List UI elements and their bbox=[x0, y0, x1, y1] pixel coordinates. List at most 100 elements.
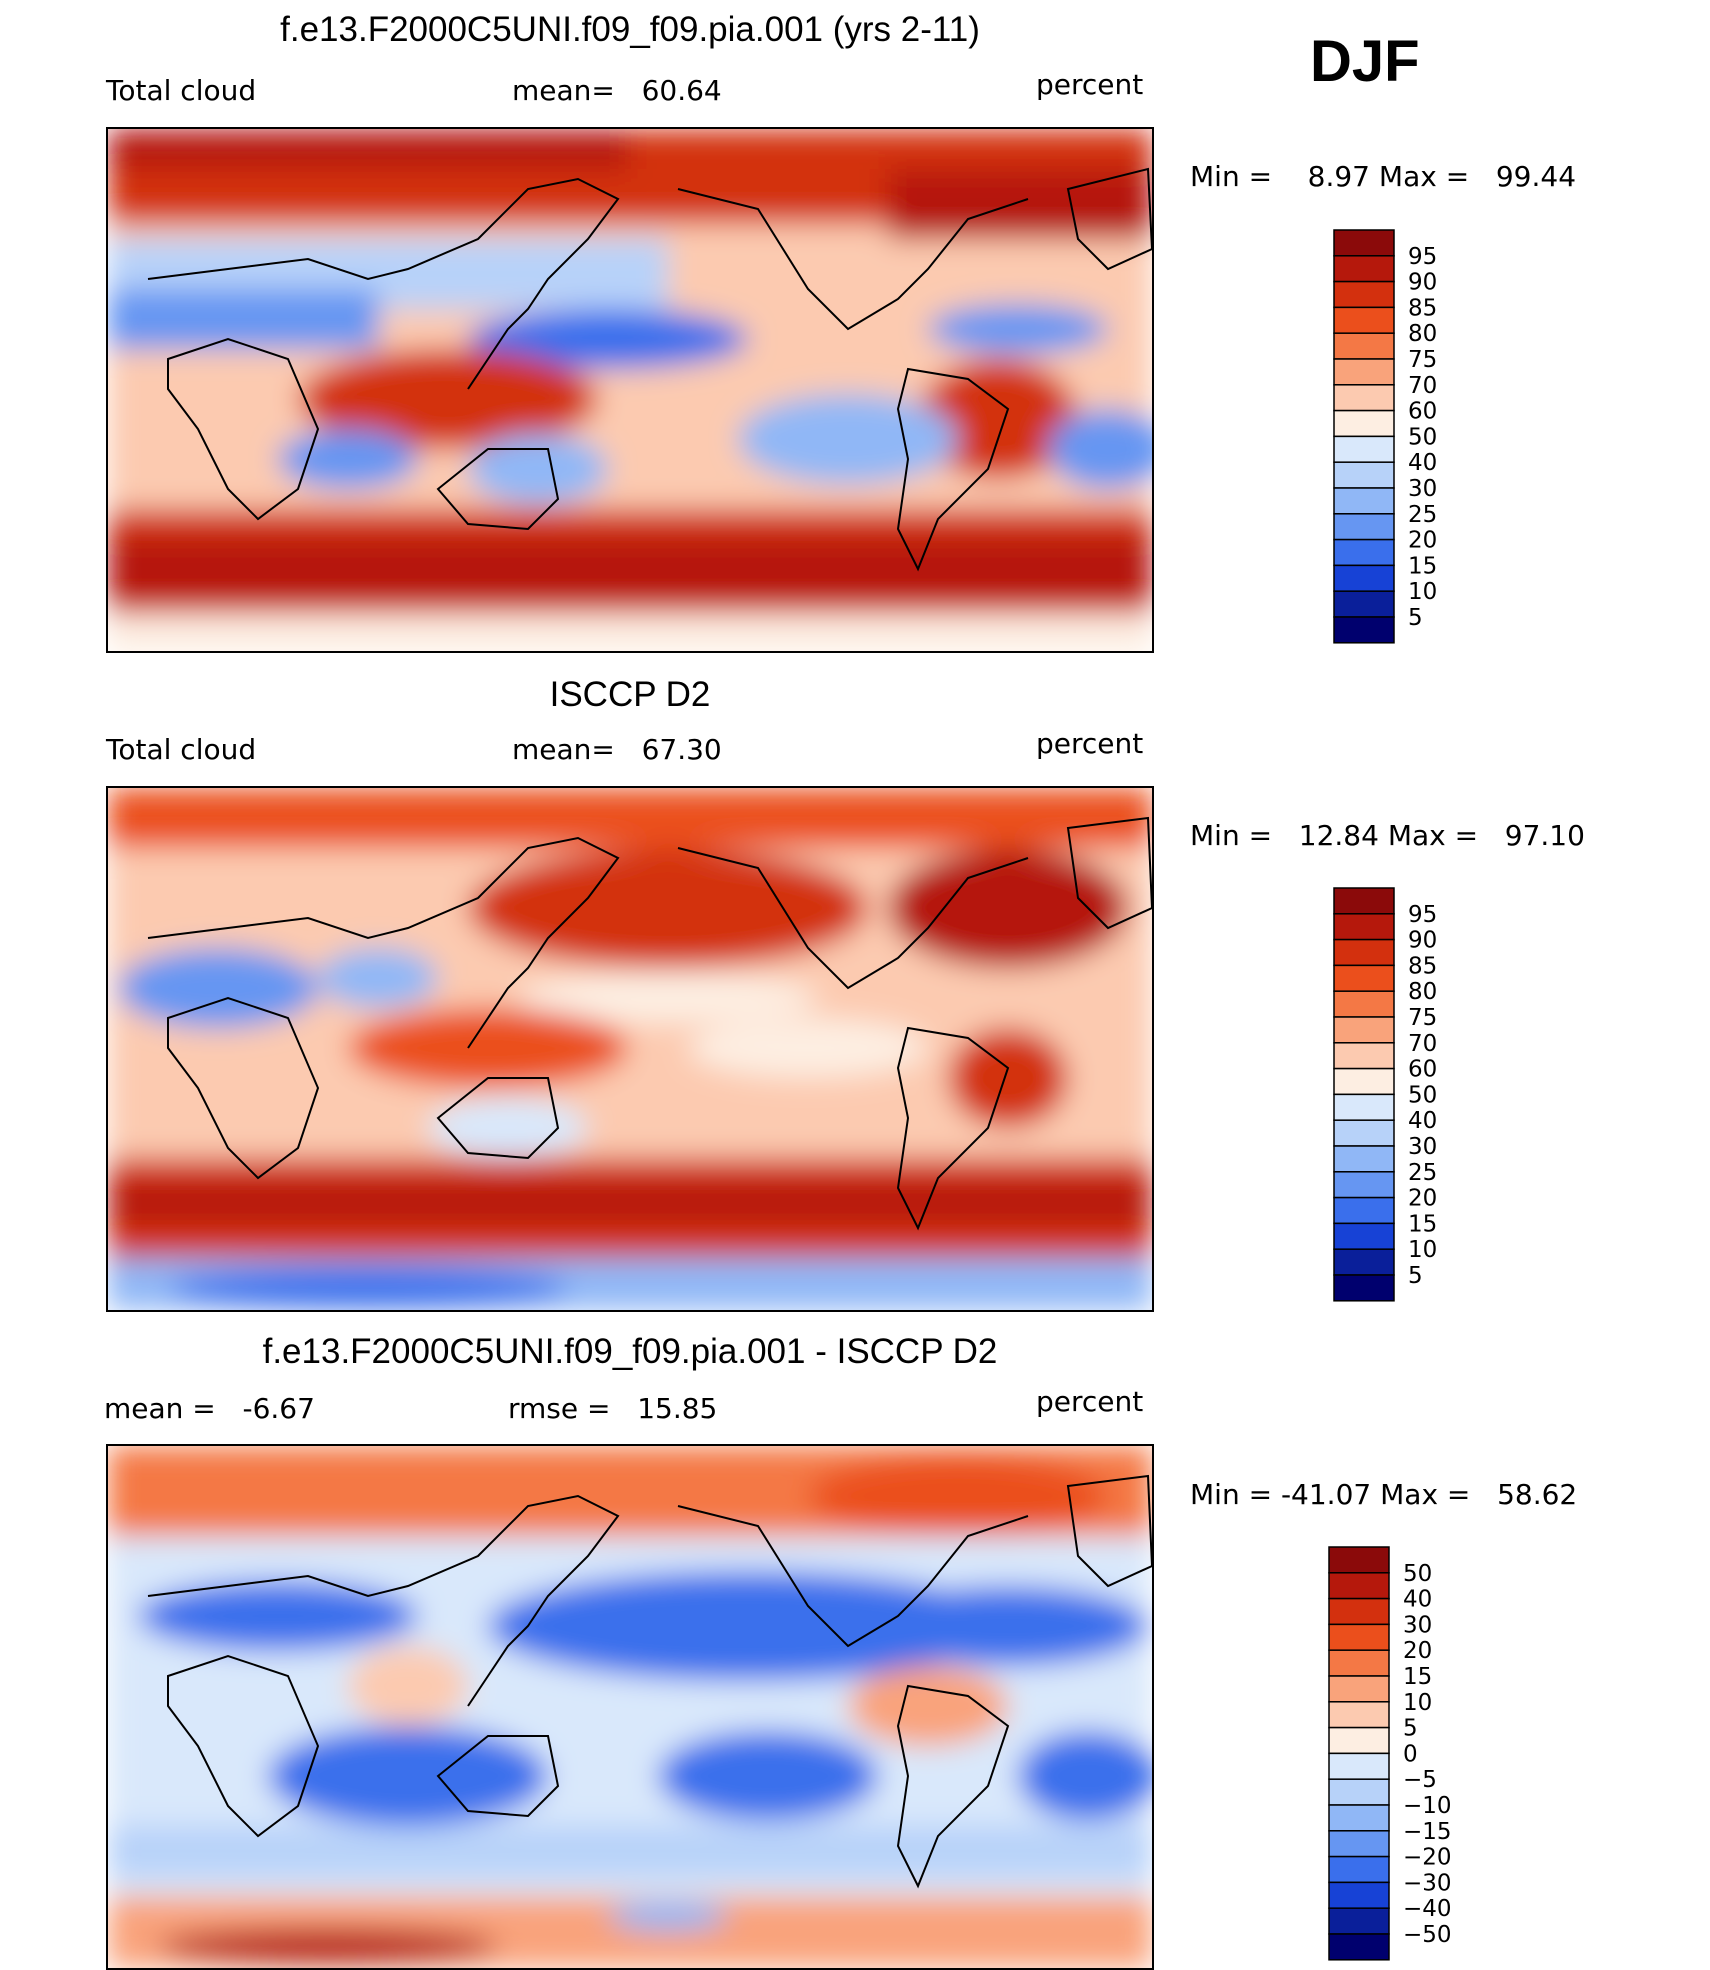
panel-2-mean-value: 67.30 bbox=[641, 733, 722, 766]
colorbar-2-level-label: 25 bbox=[1408, 1160, 1437, 1186]
panel-2-variable-label: Total cloud bbox=[106, 733, 257, 766]
colorbar-2-swatch-14 bbox=[1333, 1248, 1395, 1276]
colorbar-2-level-label: 75 bbox=[1408, 1005, 1437, 1031]
panel-3-min-max: Min = -41.07 Max = 58.62 bbox=[1190, 1478, 1578, 1511]
colorbar-3-level-label: −15 bbox=[1403, 1819, 1452, 1845]
colorbar-3-swatch-15 bbox=[1328, 1933, 1390, 1961]
panel-1-units: percent bbox=[1036, 68, 1144, 101]
colorbar-1-swatch-11 bbox=[1333, 513, 1395, 541]
colorbar-2-level-label: 5 bbox=[1408, 1263, 1423, 1289]
panel-2-mean-label: mean= 67.30 bbox=[512, 733, 722, 766]
colorbar-1-swatch-3 bbox=[1333, 306, 1395, 334]
season-label: DJF bbox=[1310, 29, 1420, 94]
panel-3-rmse-label: rmse = 15.85 bbox=[508, 1392, 718, 1425]
colorbar-3-level-label: −10 bbox=[1403, 1793, 1452, 1819]
colorbar-3-level-label: 30 bbox=[1403, 1612, 1432, 1638]
colorbar-1-swatch-8 bbox=[1333, 435, 1395, 463]
colorbar-3-level-label: 50 bbox=[1403, 1561, 1432, 1587]
colorbar-2-swatch-0 bbox=[1333, 887, 1395, 915]
colorbar-1-level-label: 5 bbox=[1408, 605, 1423, 631]
colorbar-2-swatch-1 bbox=[1333, 913, 1395, 941]
panel-2-min-value: 12.84 bbox=[1298, 819, 1379, 852]
panel-3-mean-value: -6.67 bbox=[242, 1392, 315, 1425]
panel-1-variable-label: Total cloud bbox=[106, 74, 257, 107]
colorbar-1-level-label: 75 bbox=[1408, 347, 1437, 373]
colorbar-1-level-label: 90 bbox=[1408, 270, 1437, 296]
colorbar-2-level-label: 40 bbox=[1408, 1108, 1437, 1134]
colorbar-3-level-label: 15 bbox=[1403, 1664, 1432, 1690]
colorbar-3-swatch-10 bbox=[1328, 1804, 1390, 1832]
colorbar-1-swatch-6 bbox=[1333, 384, 1395, 412]
colorbar-1-swatch-12 bbox=[1333, 538, 1395, 567]
colorbar-2-swatch-4 bbox=[1333, 990, 1395, 1018]
colorbar-2-swatch-10 bbox=[1333, 1145, 1395, 1173]
colorbar-3-swatch-7 bbox=[1328, 1726, 1390, 1755]
colorbar-3-level-label: 40 bbox=[1403, 1587, 1432, 1613]
colorbar-1-level-label: 95 bbox=[1408, 244, 1437, 270]
colorbar-3-swatch-9 bbox=[1328, 1778, 1390, 1806]
colorbar-2-swatch-11 bbox=[1333, 1171, 1395, 1199]
colorbar-1-level-label: 20 bbox=[1408, 528, 1437, 554]
colorbar-1-level-label: 70 bbox=[1408, 373, 1437, 399]
panel-3-map bbox=[106, 1444, 1154, 1970]
panel-1-mean-label: mean= 60.64 bbox=[512, 74, 722, 107]
colorbar-3-level-label: −40 bbox=[1403, 1896, 1452, 1922]
colorbar-2-swatch-15 bbox=[1333, 1274, 1395, 1302]
colorbar-3-swatch-3 bbox=[1328, 1623, 1390, 1651]
colorbar-3-swatch-2 bbox=[1328, 1597, 1390, 1626]
panel-1-mean-value: 60.64 bbox=[641, 74, 722, 107]
panel-3-max-value: 58.62 bbox=[1497, 1478, 1578, 1511]
panel-3-units: percent bbox=[1036, 1385, 1144, 1418]
colorbar-2-level-label: 50 bbox=[1408, 1082, 1437, 1108]
colorbar-3-swatch-11 bbox=[1328, 1830, 1390, 1858]
panel-2-min-max: Min = 12.84 Max = 97.10 bbox=[1190, 819, 1585, 852]
colorbar-1-level-label: 50 bbox=[1408, 424, 1437, 450]
colorbar-1-level-label: 40 bbox=[1408, 450, 1437, 476]
colorbar-1-swatch-7 bbox=[1333, 409, 1395, 438]
panel-1-max-value: 99.44 bbox=[1495, 160, 1577, 193]
colorbar-2-swatch-12 bbox=[1333, 1196, 1395, 1225]
colorbar-3-level-label: 10 bbox=[1403, 1690, 1432, 1716]
colorbar-3-swatch-1 bbox=[1328, 1572, 1390, 1600]
colorbar-2-level-label: 80 bbox=[1408, 979, 1437, 1005]
panel-1-min-max: Min = 8.97 Max = 99.44 bbox=[1190, 160, 1577, 193]
colorbar-1-level-label: 30 bbox=[1408, 476, 1437, 502]
colorbar-2-swatch-2 bbox=[1333, 938, 1395, 967]
colorbar-2-level-label: 70 bbox=[1408, 1031, 1437, 1057]
colorbar-1-level-label: 60 bbox=[1408, 399, 1437, 425]
colorbar-2-swatch-6 bbox=[1333, 1042, 1395, 1070]
colorbar-2-swatch-9 bbox=[1333, 1119, 1395, 1147]
panel-2-title: ISCCP D2 bbox=[549, 675, 711, 714]
colorbar-3-swatch-8 bbox=[1328, 1752, 1390, 1780]
panel-1-title: f.e13.F2000C5UNI.f09_f09.pia.001 (yrs 2-… bbox=[280, 10, 980, 49]
colorbar-3-swatch-13 bbox=[1328, 1881, 1390, 1909]
colorbar-3-level-label: −50 bbox=[1403, 1922, 1452, 1948]
colorbar-3-level-label: 5 bbox=[1403, 1716, 1418, 1742]
colorbar-3-level-label: −30 bbox=[1403, 1870, 1452, 1896]
colorbar-2-swatch-13 bbox=[1333, 1222, 1395, 1250]
colorbar-3-level-label: −20 bbox=[1403, 1845, 1452, 1871]
panel-1-colorbar: 95 90 85 80 75 70 60 50 40 30 25 20 15 10 5 bbox=[1330, 228, 1470, 644]
colorbar-3-swatch-4 bbox=[1328, 1649, 1390, 1677]
panel-1-map bbox=[106, 127, 1154, 653]
colorbar-1-swatch-1 bbox=[1333, 255, 1395, 283]
colorbar-1-swatch-15 bbox=[1333, 616, 1395, 644]
panel-2-colorbar: 95 90 85 80 75 70 60 50 40 30 25 20 15 10 5 bbox=[1330, 886, 1470, 1302]
colorbar-2-swatch-7 bbox=[1333, 1067, 1395, 1096]
colorbar-1-swatch-9 bbox=[1333, 461, 1395, 489]
colorbar-2-level-label: 15 bbox=[1408, 1211, 1437, 1237]
panel-1-min-value: 8.97 bbox=[1307, 160, 1370, 193]
colorbar-1-swatch-2 bbox=[1333, 280, 1395, 309]
colorbar-2-level-label: 20 bbox=[1408, 1186, 1437, 1212]
colorbar-1-level-label: 85 bbox=[1408, 295, 1437, 321]
colorbar-2-level-label: 30 bbox=[1408, 1134, 1437, 1160]
colorbar-1-level-label: 15 bbox=[1408, 553, 1437, 579]
colorbar-2-level-label: 60 bbox=[1408, 1057, 1437, 1083]
colorbar-2-level-label: 85 bbox=[1408, 953, 1437, 979]
colorbar-1-swatch-13 bbox=[1333, 564, 1395, 592]
colorbar-2-swatch-5 bbox=[1333, 1016, 1395, 1044]
colorbar-3-level-label: −5 bbox=[1403, 1767, 1437, 1793]
colorbar-2-swatch-3 bbox=[1333, 964, 1395, 992]
colorbar-2-level-label: 90 bbox=[1408, 928, 1437, 954]
panel-3-colorbar: 50 40 30 20 15 10 5 0 −5 −10 −15 −20 −30 −40 −50 bbox=[1325, 1545, 1475, 1961]
